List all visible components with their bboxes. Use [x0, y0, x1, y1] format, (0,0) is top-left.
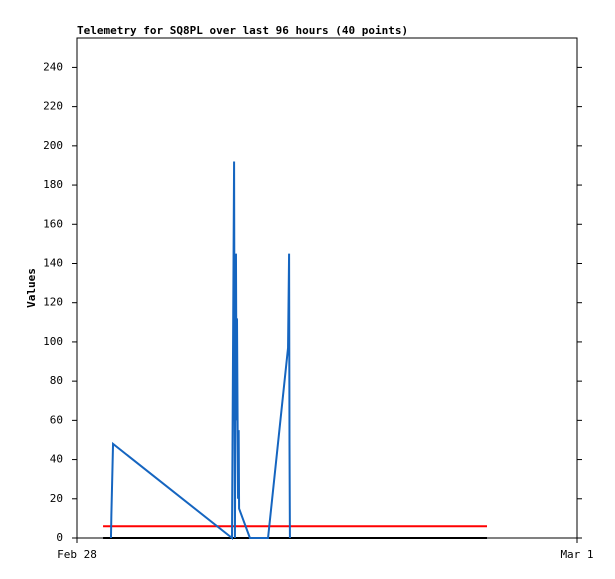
y-tick-label: 60 [50, 413, 63, 426]
y-tick-label: 200 [43, 139, 63, 152]
y-tick-label: 40 [50, 453, 63, 466]
y-tick-label: 80 [50, 374, 63, 387]
plot-frame [76, 37, 578, 539]
y-tick-label: 220 [43, 100, 63, 113]
y-tick-label: 100 [43, 335, 63, 348]
y-tick-label: 120 [43, 296, 63, 309]
y-tick-label: 20 [50, 492, 63, 505]
y-tick-label: 140 [43, 256, 63, 269]
chart-title: Telemetry for SQ8PL over last 96 hours (… [77, 24, 408, 37]
y-tick-label: 160 [43, 217, 63, 230]
x-tick-label: Feb 28 [57, 548, 97, 561]
x-tick-label: Mar 1 [560, 548, 593, 561]
y-tick-label: 0 [56, 531, 63, 544]
y-tick-label: 180 [43, 178, 63, 191]
y-tick-label: 240 [43, 60, 63, 73]
data-line [109, 161, 291, 541]
y-axis-label: Values [25, 268, 38, 308]
